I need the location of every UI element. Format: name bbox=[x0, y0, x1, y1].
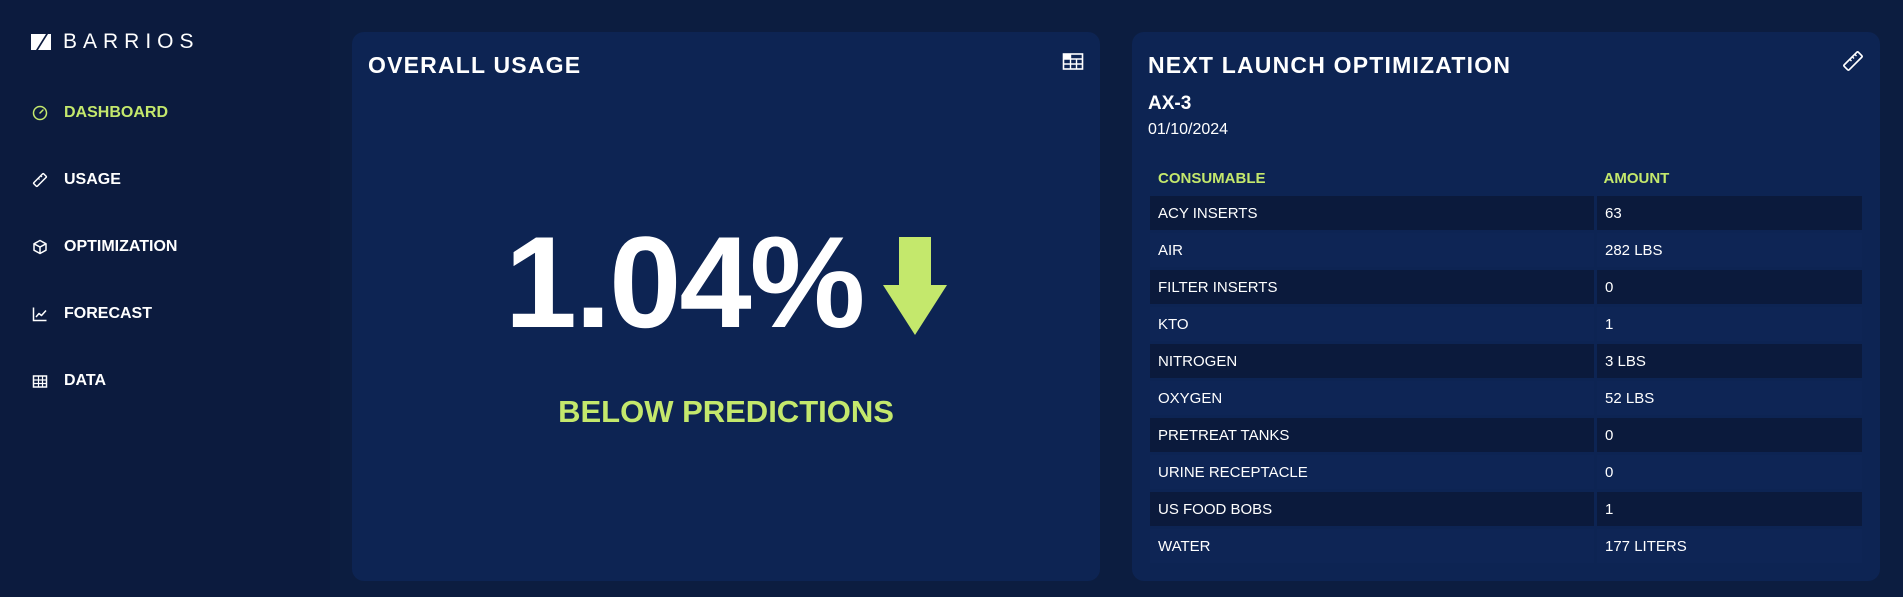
table-row: FILTER INSERTS 0 bbox=[1150, 268, 1862, 307]
table-cell: 1 bbox=[1595, 305, 1862, 344]
table-row: WATER 177 LITERS bbox=[1150, 527, 1862, 566]
sidebar-item-optimization[interactable]: OPTIMIZATION bbox=[32, 235, 177, 259]
table-icon bbox=[32, 375, 48, 388]
table-row: URINE RECEPTACLE 0 bbox=[1150, 453, 1862, 492]
table-cell: 177 LITERS bbox=[1595, 527, 1862, 566]
arrow-down-icon bbox=[883, 237, 948, 335]
table-cell: AIR bbox=[1150, 231, 1597, 270]
table-cell: NITROGEN bbox=[1150, 342, 1597, 381]
usage-value-row: 1.04% bbox=[352, 217, 1100, 347]
table-cell: 3 LBS bbox=[1595, 342, 1862, 381]
table-row: AIR 282 LBS bbox=[1150, 231, 1862, 270]
table-cell: 52 LBS bbox=[1595, 379, 1862, 418]
usage-percent: 1.04% bbox=[504, 209, 866, 355]
table-cell: 63 bbox=[1595, 196, 1862, 233]
table-cell: 0 bbox=[1595, 453, 1862, 492]
sidebar-item-usage[interactable]: USAGE bbox=[32, 168, 121, 192]
table-header-row: CONSUMABLE AMOUNT bbox=[1150, 160, 1862, 196]
sidebar-item-label: OPTIMIZATION bbox=[64, 238, 178, 255]
sidebar-item-label: DATA bbox=[64, 372, 107, 389]
brand-name: BARRIOS bbox=[63, 30, 200, 53]
card-title: OVERALL USAGE bbox=[368, 52, 582, 78]
sidebar-item-dashboard[interactable]: DASHBOARD bbox=[32, 101, 168, 125]
table-cell: FILTER INSERTS bbox=[1150, 268, 1597, 307]
ruler-icon bbox=[32, 172, 48, 188]
table-cell: OXYGEN bbox=[1150, 379, 1597, 418]
table-cell: 282 LBS bbox=[1595, 231, 1862, 270]
sidebar-item-label: DASHBOARD bbox=[64, 104, 168, 121]
sidebar-item-forecast[interactable]: FORECAST bbox=[32, 302, 152, 326]
table-cell: WATER bbox=[1150, 527, 1597, 566]
card-title: NEXT LAUNCH OPTIMIZATION bbox=[1148, 52, 1512, 78]
speedometer-icon bbox=[32, 105, 48, 121]
usage-status: BELOW PREDICTIONS bbox=[558, 394, 894, 429]
overall-usage-card: OVERALL USAGE 1.04% BELOW PREDICTIONS bbox=[352, 32, 1100, 581]
table-cell: KTO bbox=[1150, 305, 1597, 344]
sidebar-item-label: USAGE bbox=[64, 171, 121, 188]
table-cell: US FOOD BOBS bbox=[1150, 490, 1597, 529]
mission-name: AX-3 bbox=[1148, 93, 1192, 114]
table-row: ACY INSERTS 63 bbox=[1150, 196, 1862, 233]
next-launch-card: NEXT LAUNCH OPTIMIZATION AX-3 01/10/2024… bbox=[1132, 32, 1880, 581]
sidebar: BARRIOS DASHBOARD USAGE OPTIMIZATION FOR… bbox=[0, 0, 330, 597]
sidebar-item-label: FORECAST bbox=[64, 305, 152, 322]
brand-logo[interactable]: BARRIOS bbox=[31, 30, 200, 54]
logo-mark-icon bbox=[31, 34, 51, 50]
column-header-consumable[interactable]: CONSUMABLE bbox=[1158, 169, 1266, 187]
table-row: US FOOD BOBS 1 bbox=[1150, 490, 1862, 529]
column-header-amount[interactable]: AMOUNT bbox=[1603, 169, 1670, 187]
table-row: OXYGEN 52 LBS bbox=[1150, 379, 1862, 418]
consumables-table: CONSUMABLE AMOUNT ACY INSERTS 63 AIR 282… bbox=[1150, 160, 1862, 566]
table-icon[interactable] bbox=[1062, 50, 1084, 72]
table-row: KTO 1 bbox=[1150, 305, 1862, 344]
table-row: NITROGEN 3 LBS bbox=[1150, 342, 1862, 381]
mission-date: 01/10/2024 bbox=[1148, 121, 1229, 138]
line-chart-icon bbox=[32, 307, 47, 322]
table-cell: 0 bbox=[1595, 416, 1862, 455]
table-row: PRETREAT TANKS 0 bbox=[1150, 416, 1862, 455]
table-cell: PRETREAT TANKS bbox=[1150, 416, 1597, 455]
cube-icon bbox=[33, 239, 47, 255]
ruler-icon[interactable] bbox=[1842, 50, 1864, 72]
table-cell: 1 bbox=[1595, 490, 1862, 529]
table-cell: 0 bbox=[1595, 268, 1862, 307]
sidebar-item-data[interactable]: DATA bbox=[32, 369, 106, 393]
table-cell: URINE RECEPTACLE bbox=[1150, 453, 1597, 492]
table-cell: ACY INSERTS bbox=[1150, 196, 1597, 233]
